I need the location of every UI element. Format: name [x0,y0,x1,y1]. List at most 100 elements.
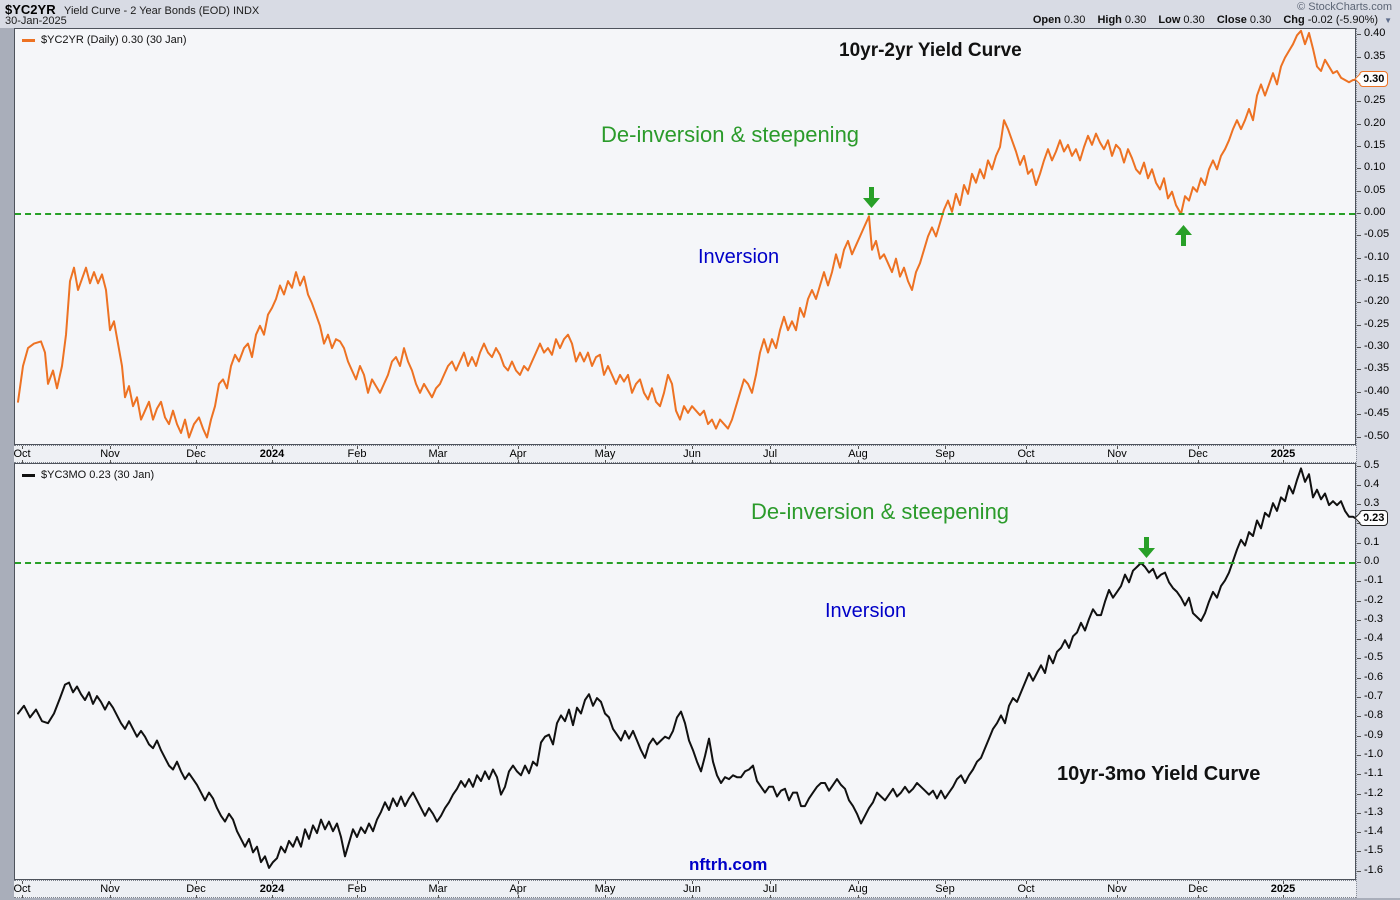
x-axis-tick-mark [1198,460,1199,463]
x-axis-tick-mark [110,881,111,884]
x-axis-tick-mark [110,460,111,463]
y-axis-tick-mark [1357,146,1361,147]
chart-header: $YC2YR Yield Curve - 2 Year Bonds (EOD) … [0,0,1400,28]
x-axis-tick-mark [110,895,111,898]
x-axis-month-label: Nov [1107,883,1127,895]
x-axis-tick-mark [22,881,23,884]
x-axis-tick-mark [858,881,859,884]
x-axis-tick-mark [1198,881,1199,884]
legend-text: $YC2YR (Daily) 0.30 (30 Jan) [41,34,187,46]
x-axis-tick-mark [1283,460,1284,463]
y-axis-tick-label: -0.25 [1364,318,1390,330]
x-axis-tick-mark [770,881,771,884]
y-axis-tick-label: 0.35 [1364,50,1386,62]
x-axis-month-label: 2025 [1270,448,1296,460]
y-axis-tick-label: -0.30 [1364,340,1390,352]
chg-value: -0.02 (-5.90%) [1307,14,1379,26]
x-axis-tick-mark [858,895,859,898]
y-axis-tick-label: -0.50 [1364,430,1390,442]
y-axis-tick-label: -1.6 [1364,864,1383,876]
legend-yc3mo: $YC3MO 0.23 (30 Jan) [22,469,154,481]
x-axis-month-label: Jun [683,883,701,895]
y-axis-tick-label: 0.3 [1364,497,1380,509]
x-axis-tick-mark [196,446,197,449]
x-axis-tick-mark [438,881,439,884]
x-axis-tick-mark [272,446,273,449]
y-axis-tick-mark [1357,325,1361,326]
x-axis-tick-mark [1283,895,1284,898]
y-axis-tick-mark [1357,347,1361,348]
x-axis-tick-mark [272,895,273,898]
x-axis-month-label: Oct [13,883,31,895]
y-axis-tick-mark [1357,437,1361,438]
x-axis-tick-mark [770,446,771,449]
y-axis-tick-label: 0.05 [1364,184,1386,196]
x-axis-tick-mark [518,460,519,463]
y-axis-tick-mark [1357,392,1361,393]
chg-dropdown-icon[interactable]: ▼ [1384,16,1392,25]
y-axis-tick-mark [1357,485,1361,486]
high-label: High [1097,14,1122,26]
y-axis-tick-mark [1357,562,1361,563]
y-axis-tick-mark [1357,601,1361,602]
x-axis-month-label: Nov [1107,448,1127,460]
y-axis-tick-mark [1357,543,1361,544]
y-axis-tick-mark [1357,414,1361,415]
y-axis-tick-mark [1357,871,1361,872]
x-axis-month-label: Jul [762,883,778,895]
symbol-title: $YC2YR Yield Curve - 2 Year Bonds (EOD) … [5,1,259,19]
x-axis-top: Oct Nov Dec 2024 Feb Mar Apr May Jun Jul Aug Sep Oct… [13,445,1356,463]
x-axis-tick-mark [357,460,358,463]
legend-yc2yr: $YC2YR (Daily) 0.30 (30 Jan) [22,34,187,46]
x-axis-tick-mark [438,446,439,449]
x-axis-tick-mark [357,446,358,449]
y-axis-tick-mark [1357,466,1361,467]
y-axis-tick-mark [1357,258,1361,259]
y-axis-tick-label: -0.9 [1364,729,1383,741]
y-axis-tick-mark [1357,736,1361,737]
x-axis-month-label: 2025 [1270,883,1296,895]
chart-title-yc2yr: 10yr-2yr Yield Curve [839,40,1022,61]
y-axis-tick-mark [1357,658,1361,659]
x-axis-month-label: Jun [683,448,701,460]
y-axis-tick-label: -1.3 [1364,806,1383,818]
close-label: Close [1216,14,1247,26]
x-axis-tick-mark [518,446,519,449]
y-axis-tick-label: -0.2 [1364,594,1383,606]
y-axis-tick-label: -1.5 [1364,844,1383,856]
x-axis-tick-mark [518,895,519,898]
green-down-arrow-icon [863,187,880,213]
y-axis-tick-mark [1357,101,1361,102]
y-axis-yc3mo: 0.50.40.30.20.10.0-0.1-0.2-0.3-0.4-0.5-0… [1357,459,1400,880]
low-label: Low [1158,14,1181,26]
price-plot-yc2yr: $YC2YR (Daily) 0.30 (30 Jan) 10yr-2yr Yi… [14,28,1356,445]
x-axis-bottom: Oct Nov Dec 2024 Feb Mar Apr May Jun Jul Aug Sep Oct… [13,880,1356,898]
x-axis-month-label: May [594,883,616,895]
x-axis-tick-mark [1198,446,1199,449]
inversion-label: Inversion [825,600,907,622]
x-axis-tick-mark [22,446,23,449]
y-axis-tick-mark [1357,235,1361,236]
high-value: 0.30 [1124,14,1147,26]
x-axis-tick-mark [196,881,197,884]
y-axis-tick-mark [1357,755,1361,756]
y-axis-tick-label: 0.1 [1364,536,1380,548]
x-axis-tick-mark [1117,895,1118,898]
y-axis-tick-label: -0.05 [1364,228,1390,240]
x-axis-tick-mark [945,446,946,449]
x-axis-month-label: Aug [848,883,868,895]
deinversion-label: De-inversion & steepening [601,122,860,147]
y-axis-tick-label: -0.8 [1364,709,1383,721]
chg-label: Chg [1283,14,1305,26]
y-axis-tick-mark [1357,716,1361,717]
y-axis-tick-label: -0.1 [1364,574,1383,586]
price-line [17,467,1355,869]
y-axis-tick-label: -1.4 [1364,825,1383,837]
green-up-arrow-icon [1175,225,1192,251]
close-value: 0.30 [1249,14,1272,26]
price-plot-yc3mo: $YC3MO 0.23 (30 Jan) De-inversion & stee… [14,463,1356,880]
ohlc-quote-line: Open 0.30 High 0.30 Low 0.30 Close 0.30 Chg -… [1024,14,1392,26]
x-axis-month-label: Dec [186,883,206,895]
last-price-tag: 0.30 [1359,71,1389,87]
x-axis-tick-mark [1283,446,1284,449]
